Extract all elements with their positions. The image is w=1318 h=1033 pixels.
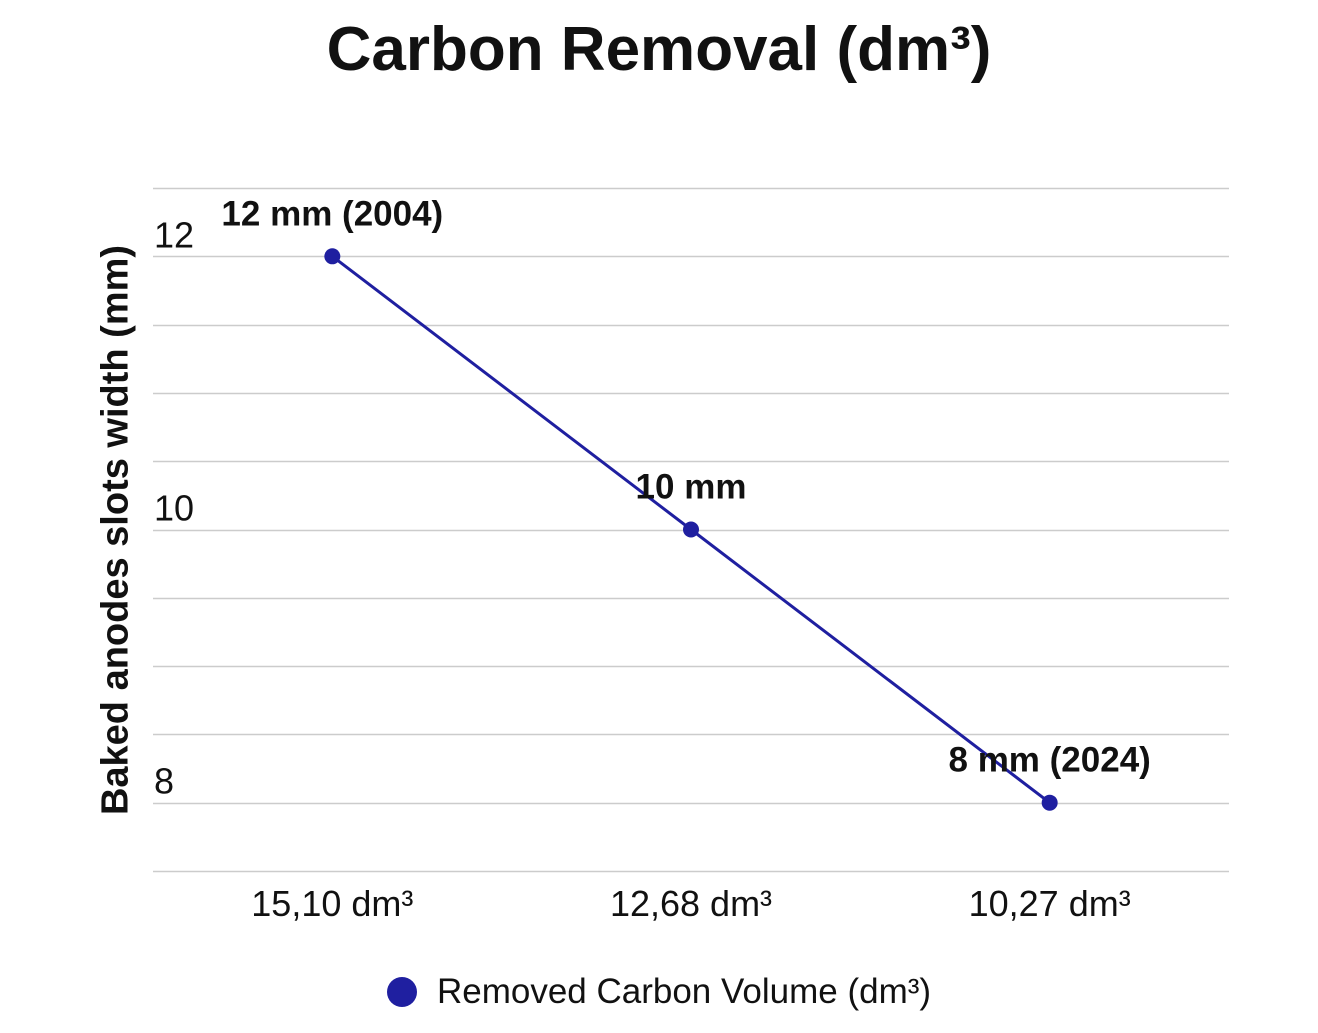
series-layer [324,248,1058,811]
data-label: 12 mm (2004) [221,194,443,233]
legend-label: Removed Carbon Volume (dm³) [436,972,932,1011]
y-tick-labels: 8 10 12 [154,214,194,801]
chart-title: Carbon Removal (dm³) [326,15,992,84]
x-tick-label: 12,68 dm³ [610,883,772,924]
data-point [683,521,699,538]
legend-swatch [386,977,417,1007]
legend: Removed Carbon Volume (dm³) [0,972,1318,1012]
y-tick-label: 8 [154,761,174,802]
x-tick-labels: 15,10 dm³ 12,68 dm³ 10,27 dm³ [251,883,1130,924]
data-label: 8 mm (2024) [949,741,1151,780]
data-label-layer: 12 mm (2004) 10 mm 8 mm (2024) [221,194,1150,779]
grid-layer [153,187,1229,873]
y-tick-label: 10 [154,488,194,529]
y-tick-label: 12 [154,214,194,255]
x-tick-label: 10,27 dm³ [969,883,1131,924]
data-point [1041,794,1058,811]
data-point [324,248,341,265]
x-tick-label: 15,10 dm³ [251,883,413,924]
data-label: 10 mm [636,468,747,507]
